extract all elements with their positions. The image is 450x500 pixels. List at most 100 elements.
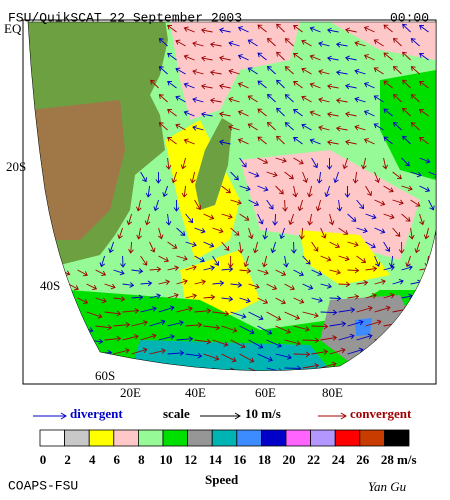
wind-arrow (363, 54, 375, 61)
colorbar-title: Speed (205, 472, 239, 487)
wind-arrow (192, 41, 204, 47)
wind-arrow (383, 108, 393, 117)
wind-arrow (293, 351, 311, 358)
wind-arrow (140, 306, 157, 313)
wind-arrow (373, 39, 384, 47)
wind-arrow (41, 269, 54, 275)
wind-arrow (136, 227, 142, 240)
wind-arrow (104, 283, 116, 290)
wind-arrow (284, 94, 294, 103)
wind-arrow (347, 267, 360, 274)
colorbar-label: 10 (160, 452, 173, 467)
wind-arrow (113, 321, 131, 328)
wind-arrow (209, 69, 222, 76)
wind-arrow (162, 185, 168, 198)
wind-arrow (297, 199, 304, 212)
color-box (187, 429, 213, 447)
colorbar: 0 2 4 6 8 10 12 14 16 18 20 22 24 26 28 (39, 429, 410, 467)
wind-arrow (383, 136, 393, 145)
wind-arrow (95, 269, 107, 277)
wind-arrow (338, 227, 349, 235)
wind-arrow (248, 339, 264, 349)
wind-arrow (248, 283, 260, 290)
wind-arrow (318, 41, 330, 47)
wind-arrow (374, 305, 391, 313)
wind-arrow (347, 319, 364, 327)
wind-arrow (167, 108, 177, 117)
wind-arrow (324, 185, 330, 198)
wind-arrow (228, 68, 240, 75)
map-outline (27, 21, 437, 371)
legend-arrow (60, 412, 67, 420)
wind-arrow (131, 347, 148, 355)
wind-arrow (261, 255, 268, 268)
wind-arrow (327, 83, 339, 90)
wind-arrow (219, 139, 231, 146)
wind-arrow (383, 241, 391, 252)
wind-arrow (354, 124, 366, 131)
wind-arrow (237, 54, 249, 61)
wind-arrow (190, 171, 196, 184)
wind-arrow (335, 125, 348, 132)
wind-arrow (140, 362, 157, 369)
wind-arrow (345, 111, 357, 118)
wind-arrow (176, 306, 193, 313)
zone (170, 22, 300, 120)
wind-arrow (356, 227, 368, 234)
wind-arrow (155, 171, 162, 184)
wind-arrow (383, 52, 393, 61)
wind-arrow (374, 255, 381, 267)
wind-arrow (175, 39, 186, 47)
wind-arrow (345, 139, 357, 146)
color-box (39, 429, 66, 447)
wind-arrow (345, 55, 357, 62)
wind-arrow (374, 227, 386, 234)
wind-arrow (275, 269, 287, 276)
wind-arrow (275, 185, 284, 195)
colorbar-label: 20 (283, 452, 296, 467)
wind-arrow (212, 227, 224, 234)
wind-arrow (113, 269, 125, 276)
wind-arrow (145, 185, 152, 198)
wind-arrow (410, 367, 427, 371)
wind-arrow (419, 325, 436, 332)
wind-arrow (292, 185, 298, 198)
colorbar-unit: m/s (397, 452, 417, 467)
wind-arrow (302, 255, 311, 265)
wind-arrow (219, 27, 231, 34)
wind-arrow (383, 293, 395, 299)
wind-arrow (383, 24, 393, 33)
wind-arrow (302, 363, 320, 369)
footer-right: Yan Gu (368, 479, 407, 494)
wind-arrow (175, 123, 186, 131)
wind-arrow (365, 185, 372, 197)
wind-arrow (419, 81, 429, 89)
wind-arrow (203, 294, 216, 301)
wind-arrow (315, 199, 322, 212)
colorbar-label: 2 (64, 452, 71, 467)
wind-arrow (167, 241, 178, 249)
wind-arrow (41, 297, 53, 304)
wind-arrow (239, 185, 251, 192)
wind-arrow (365, 213, 377, 220)
wind-arrow (423, 227, 430, 240)
wind-arrow (192, 97, 204, 103)
lon-label: 80E (322, 385, 343, 400)
wind-arrow (77, 297, 89, 305)
wind-arrow (247, 39, 258, 47)
wind-arrow (149, 241, 156, 253)
wind-arrow (185, 241, 197, 248)
wind-arrow (329, 321, 347, 327)
wind-arrow (86, 283, 98, 291)
wind-arrow (345, 27, 357, 34)
wind-arrow (307, 213, 313, 226)
wind-arrow (201, 55, 213, 62)
wind-arrow (398, 241, 405, 254)
wind-arrow (419, 353, 436, 362)
wind-arrow (237, 138, 249, 145)
wind-arrow (257, 213, 264, 225)
island (195, 118, 232, 210)
wind-arrow (32, 339, 48, 349)
wind-arrow (126, 213, 133, 226)
wind-arrow (327, 111, 339, 118)
